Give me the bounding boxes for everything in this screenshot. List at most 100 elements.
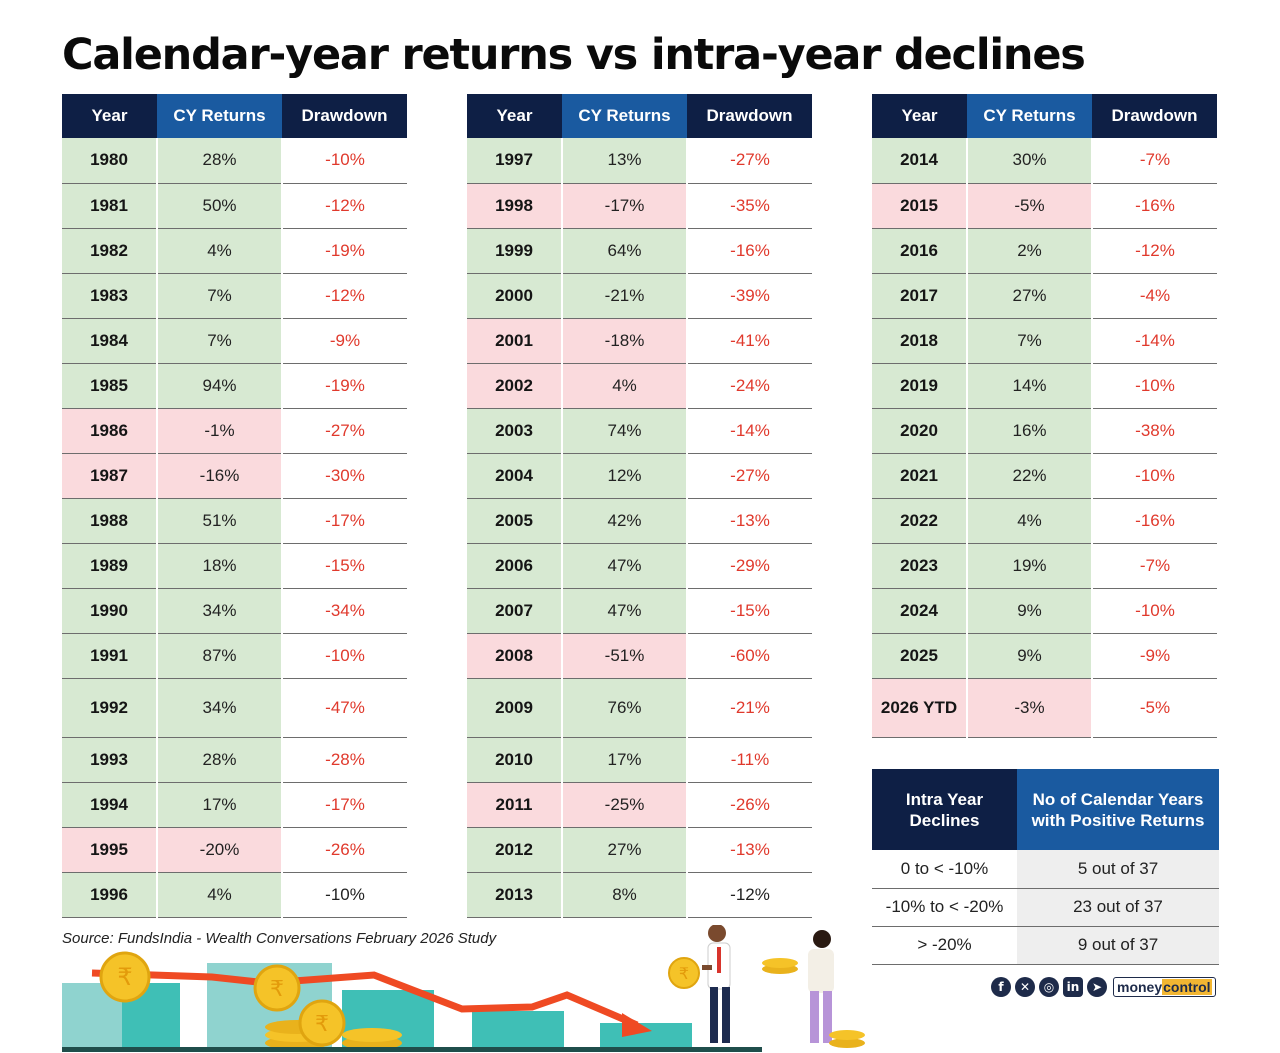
summary-header-positive-years: No of Calendar Years with Positive Retur…	[1017, 769, 1219, 850]
table-row: 1994 17% -17%	[62, 782, 407, 828]
drawdown-cell: -24%	[687, 363, 812, 409]
year-cell: 1990	[62, 588, 158, 634]
table-row: 1983 7% -12%	[62, 273, 407, 319]
table-row: 2022 4% -16%	[872, 498, 1217, 544]
table-row: 1981 50% -12%	[62, 183, 407, 229]
drawdown-cell: -29%	[687, 543, 812, 589]
cy-return-cell: 74%	[562, 408, 688, 454]
year-cell: 1988	[62, 498, 158, 544]
cy-return-cell: 7%	[967, 318, 1093, 364]
drawdown-cell: -41%	[687, 318, 812, 364]
header-year: Year	[872, 94, 967, 138]
cy-return-cell: 13%	[562, 138, 688, 184]
decline-arrow-line	[91, 969, 639, 1029]
table-row: 1987 -16% -30%	[62, 453, 407, 499]
instagram-icon[interactable]: ◎	[1039, 977, 1059, 997]
drawdown-cell: -15%	[687, 588, 812, 634]
cy-return-cell: 87%	[157, 633, 283, 679]
table-row: 2011 -25% -26%	[467, 782, 812, 828]
drawdown-cell: -10%	[282, 872, 407, 918]
drawdown-cell: -12%	[687, 872, 812, 918]
drawdown-cell: -12%	[1092, 228, 1217, 274]
year-cell: 2005	[467, 498, 563, 544]
table-row: 1988 51% -17%	[62, 498, 407, 544]
year-cell: 1982	[62, 228, 158, 274]
drawdown-cell: -35%	[687, 183, 812, 229]
page-title: Calendar-year returns vs intra-year decl…	[62, 30, 1086, 80]
summary-row: -10% to < -20% 23 out of 37	[872, 888, 1219, 927]
drawdown-cell: -12%	[282, 273, 407, 319]
cy-return-cell: 76%	[562, 678, 688, 738]
cy-return-cell: 28%	[157, 138, 283, 184]
drawdown-cell: -11%	[687, 737, 812, 783]
facebook-icon[interactable]: f	[991, 977, 1011, 997]
year-cell: 2000	[467, 273, 563, 319]
table-row: 2021 22% -10%	[872, 453, 1217, 499]
year-cell: 2026 YTD	[872, 678, 968, 738]
table-row: 2003 74% -14%	[467, 408, 812, 454]
year-cell: 1986	[62, 408, 158, 454]
positive-years-count-cell: 9 out of 37	[1017, 926, 1219, 965]
drawdown-cell: -13%	[687, 827, 812, 873]
drawdown-cell: -7%	[1092, 543, 1217, 589]
cy-return-cell: -20%	[157, 827, 283, 873]
returns-table-1997-2013: Year CY Returns Drawdown 1997 13% -27% 1998…	[467, 94, 812, 918]
year-cell: 2012	[467, 827, 563, 873]
table-row: 1990 34% -34%	[62, 588, 407, 634]
cy-return-cell: 17%	[157, 782, 283, 828]
year-cell: 1991	[62, 633, 158, 679]
moneycontrol-logo[interactable]: money control	[1113, 977, 1216, 997]
table-row: 1986 -1% -27%	[62, 408, 407, 454]
cy-return-cell: -18%	[562, 318, 688, 364]
year-cell: 2022	[872, 498, 968, 544]
drawdown-cell: -28%	[282, 737, 407, 783]
positive-years-count-cell: 5 out of 37	[1017, 850, 1219, 889]
cy-return-cell: 9%	[967, 633, 1093, 679]
svg-text:₹: ₹	[679, 964, 689, 983]
cy-return-cell: 34%	[157, 678, 283, 738]
year-cell: 2004	[467, 453, 563, 499]
year-cell: 2010	[467, 737, 563, 783]
drawdown-cell: -34%	[282, 588, 407, 634]
cy-return-cell: 50%	[157, 183, 283, 229]
drawdown-cell: -47%	[282, 678, 407, 738]
cy-return-cell: 8%	[562, 872, 688, 918]
drawdown-cell: -16%	[1092, 183, 1217, 229]
table-row: 2000 -21% -39%	[467, 273, 812, 319]
rupee-coin-icon: ₹	[298, 999, 346, 1047]
header-drawdown: Drawdown	[282, 94, 407, 138]
table-row: 1984 7% -9%	[62, 318, 407, 364]
drawdown-cell: -10%	[1092, 588, 1217, 634]
table-row: 1996 4% -10%	[62, 872, 407, 918]
bar-graphic	[600, 1023, 692, 1049]
drawdown-cell: -10%	[282, 138, 407, 184]
cy-return-cell: 34%	[157, 588, 283, 634]
year-cell: 2024	[872, 588, 968, 634]
drawdown-cell: -14%	[1092, 318, 1217, 364]
year-cell: 2002	[467, 363, 563, 409]
cy-return-cell: 12%	[562, 453, 688, 499]
table-row: 1998 -17% -35%	[467, 183, 812, 229]
ground-line	[62, 1047, 762, 1052]
year-cell: 1984	[62, 318, 158, 364]
year-cell: 1996	[62, 872, 158, 918]
table-row: 2010 17% -11%	[467, 737, 812, 783]
header-drawdown: Drawdown	[1092, 94, 1217, 138]
drawdown-cell: -17%	[282, 498, 407, 544]
header-cy-returns: CY Returns	[562, 94, 687, 138]
cy-return-cell: 28%	[157, 737, 283, 783]
telegram-icon[interactable]: ➤	[1087, 977, 1107, 997]
year-cell: 2008	[467, 633, 563, 679]
x-icon[interactable]: ✕	[1015, 977, 1035, 997]
table-row: 2015 -5% -16%	[872, 183, 1217, 229]
cy-return-cell: -21%	[562, 273, 688, 319]
cy-return-cell: 18%	[157, 543, 283, 589]
table-row: 2013 8% -12%	[467, 872, 812, 918]
summary-table: Intra Year Declines No of Calendar Years…	[872, 769, 1219, 965]
brand-part1: money	[1117, 979, 1163, 995]
table-row: 1999 64% -16%	[467, 228, 812, 274]
drawdown-cell: -16%	[1092, 498, 1217, 544]
arrow-head-icon	[622, 1013, 652, 1037]
linkedin-icon[interactable]: in	[1063, 977, 1083, 997]
table-row: 2007 47% -15%	[467, 588, 812, 634]
